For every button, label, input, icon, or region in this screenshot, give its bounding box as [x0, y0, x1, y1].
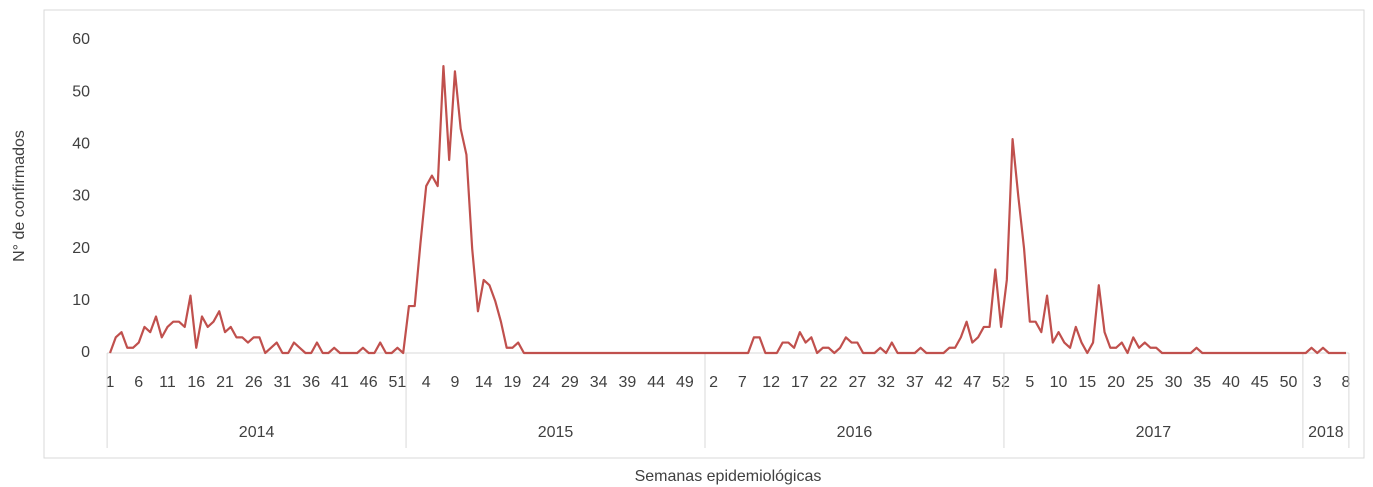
- y-tick-label: 60: [72, 31, 90, 48]
- x-tick-label: 22: [820, 374, 838, 391]
- x-tick-label: 34: [590, 374, 608, 391]
- x-tick-label: 3: [1313, 374, 1322, 391]
- x-tick-label: 32: [877, 374, 895, 391]
- x-tick-label: 16: [187, 374, 205, 391]
- x-tick-label: 40: [1222, 374, 1240, 391]
- x-axis-title: Semanas epidemiológicas: [635, 468, 822, 485]
- data-line: [108, 64, 1346, 355]
- x-tick-label: 9: [450, 374, 459, 391]
- x-tick-label: 52: [992, 374, 1010, 391]
- x-tick-label: 11: [159, 374, 176, 391]
- x-tick-label: 4: [422, 374, 431, 391]
- x-tick-label: 25: [1136, 374, 1154, 391]
- x-tick-label: 51: [389, 374, 407, 391]
- x-tick-label: 35: [1193, 374, 1211, 391]
- x-tick-label: 47: [963, 374, 981, 391]
- x-tick-label: 37: [906, 374, 924, 391]
- x-tick-label: 50: [1280, 374, 1298, 391]
- y-tick-label: 0: [81, 344, 90, 361]
- y-tick-label: 20: [72, 240, 90, 257]
- x-tick-label: 1: [106, 374, 115, 391]
- x-tick-label: 45: [1251, 374, 1269, 391]
- y-axis-title: N° de confirmados: [11, 130, 28, 262]
- chart-border: [43, 9, 1365, 459]
- x-tick-label: 14: [475, 374, 493, 391]
- y-tick-label: 50: [72, 83, 90, 100]
- year-label: 2018: [1308, 424, 1344, 441]
- year-label: 2015: [538, 424, 574, 441]
- y-tick-label: 40: [72, 136, 90, 153]
- x-tick-label: 39: [618, 374, 636, 391]
- year-label: 2014: [239, 424, 275, 441]
- x-tick-label: 49: [676, 374, 694, 391]
- x-tick-label: 30: [1165, 374, 1183, 391]
- x-tick-label: 5: [1025, 374, 1034, 391]
- x-tick-label: 10: [1050, 374, 1068, 391]
- x-tick-label: 24: [532, 374, 550, 391]
- x-tick-label: 36: [302, 374, 320, 391]
- x-tick-label: 20: [1107, 374, 1125, 391]
- year-label: 2017: [1136, 424, 1172, 441]
- x-tick-label: 27: [848, 374, 866, 391]
- x-tick-label: 17: [791, 374, 809, 391]
- x-tick-label: 15: [1078, 374, 1096, 391]
- x-tick-label: 46: [360, 374, 378, 391]
- x-tick-label: 42: [935, 374, 953, 391]
- x-tick-label: 29: [561, 374, 579, 391]
- x-tick-label: 26: [245, 374, 263, 391]
- y-tick-label: 10: [72, 292, 90, 309]
- x-tick-label: 7: [738, 374, 747, 391]
- x-tick-label: 41: [331, 374, 349, 391]
- x-tick-label: 44: [647, 374, 665, 391]
- year-label: 2016: [837, 424, 873, 441]
- x-tick-label: 2: [709, 374, 718, 391]
- x-tick-label: 31: [274, 374, 292, 391]
- x-tick-label: 19: [504, 374, 522, 391]
- x-tick-label: 12: [762, 374, 780, 391]
- y-tick-label: 30: [72, 188, 90, 205]
- x-tick-label: 21: [216, 374, 234, 391]
- x-tick-label: 8: [1342, 374, 1351, 391]
- x-tick-label: 6: [134, 374, 143, 391]
